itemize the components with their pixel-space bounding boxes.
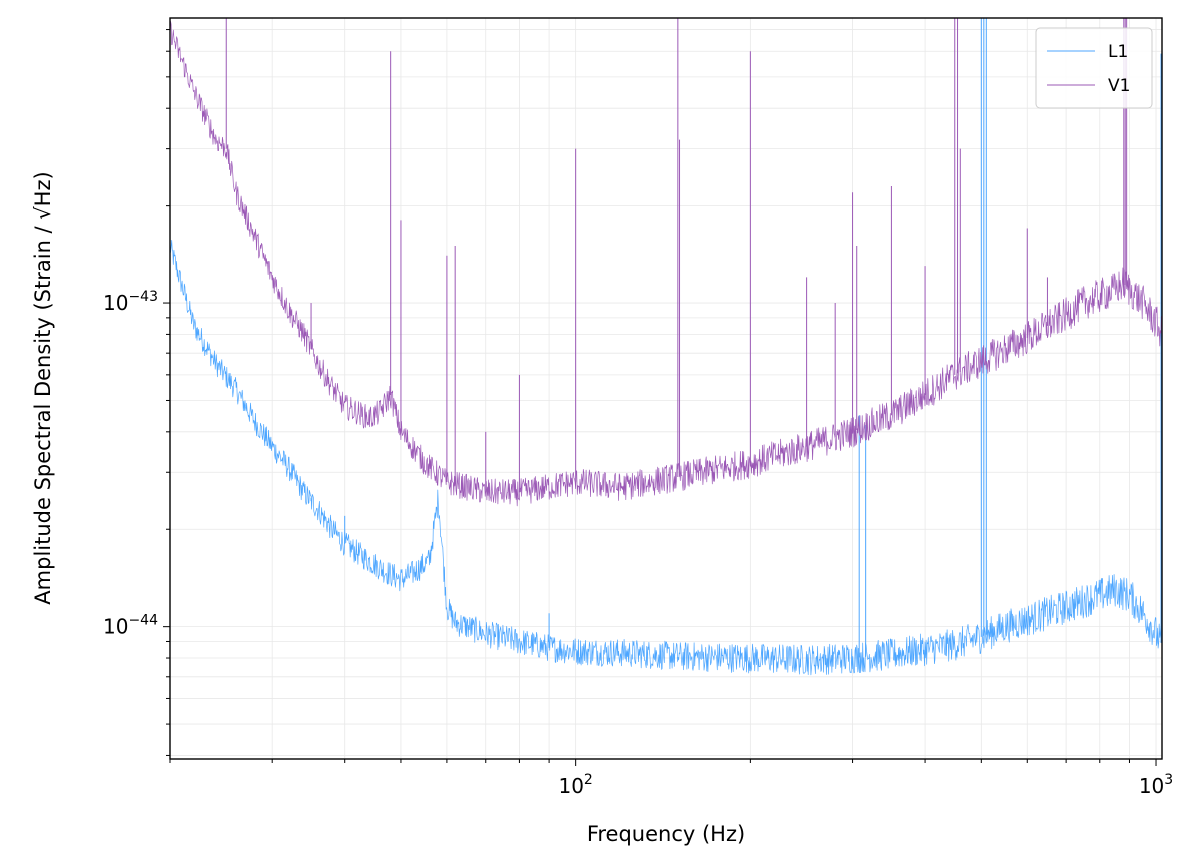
- series-line-v1: [170, 21, 1162, 507]
- plot-frame: [169, 17, 1163, 760]
- x-tick-label-1: 103: [1139, 772, 1173, 798]
- y-tick-label-0: 10−44: [103, 613, 158, 639]
- y-axis-label: Amplitude Spectral Density (Strain / √Hz…: [31, 171, 55, 604]
- legend-label-v1: V1: [1108, 76, 1130, 96]
- x-tick-label-0: 102: [558, 772, 592, 798]
- legend-box: [1035, 27, 1153, 109]
- y-tick-label-1: 10−43: [103, 289, 158, 315]
- legend: L1 V1: [1035, 27, 1153, 109]
- legend-label-l1: L1: [1108, 42, 1128, 62]
- plot-background: [170, 18, 1162, 759]
- series-line-l1: [170, 239, 1162, 676]
- x-axis-label: Frequency (Hz): [587, 822, 745, 846]
